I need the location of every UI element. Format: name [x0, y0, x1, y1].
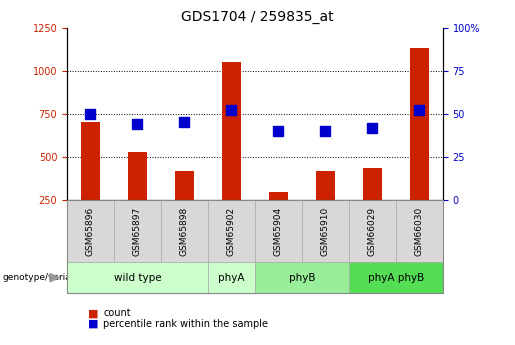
Point — [87, 111, 95, 117]
Text: ■: ■ — [88, 319, 98, 328]
Point — [133, 121, 142, 127]
Point — [274, 128, 283, 134]
Point — [180, 120, 188, 125]
Bar — [410, 48, 429, 243]
Point — [227, 108, 235, 113]
Text: count: count — [103, 308, 131, 318]
Text: GSM65902: GSM65902 — [227, 207, 236, 256]
Text: genotype/variation: genotype/variation — [3, 273, 89, 282]
Point — [415, 108, 423, 113]
Bar — [222, 62, 241, 243]
Text: ■: ■ — [88, 308, 98, 318]
Text: phyA: phyA — [218, 273, 245, 283]
Text: percentile rank within the sample: percentile rank within the sample — [103, 319, 268, 328]
Text: phyA phyB: phyA phyB — [368, 273, 424, 283]
Point — [321, 128, 330, 134]
Text: GDS1704 / 259835_at: GDS1704 / 259835_at — [181, 10, 334, 24]
Bar — [316, 171, 335, 243]
Text: GSM66030: GSM66030 — [415, 207, 424, 256]
Text: GSM66029: GSM66029 — [368, 207, 377, 256]
Point — [368, 125, 376, 130]
Bar — [175, 171, 194, 243]
Text: wild type: wild type — [114, 273, 161, 283]
Text: GSM65904: GSM65904 — [274, 207, 283, 256]
Text: GSM65898: GSM65898 — [180, 207, 189, 256]
Bar — [363, 168, 382, 243]
Text: GSM65896: GSM65896 — [86, 207, 95, 256]
Bar — [81, 122, 100, 243]
Text: GSM65910: GSM65910 — [321, 207, 330, 256]
Text: phyB: phyB — [289, 273, 315, 283]
Text: GSM65897: GSM65897 — [133, 207, 142, 256]
Bar — [128, 152, 147, 243]
Bar — [269, 193, 288, 243]
